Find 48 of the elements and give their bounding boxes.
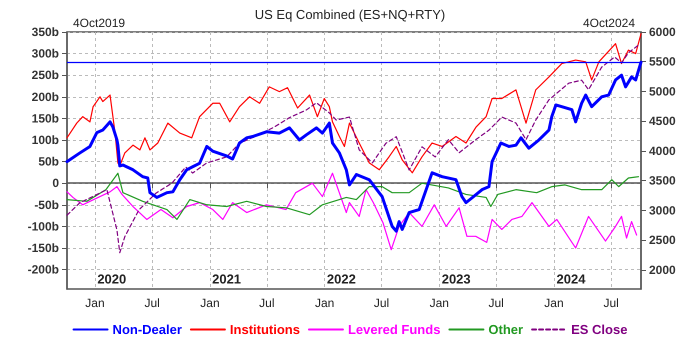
legend-label: Non-Dealer <box>112 322 182 337</box>
annotation: 2021 <box>212 272 242 286</box>
y-tick-label: -150b <box>28 240 59 255</box>
x-tick-label: Jul <box>374 296 390 310</box>
line-series <box>66 33 642 174</box>
y2-tick-label: 4500 <box>649 114 676 128</box>
legend-label: Levered Funds <box>348 322 440 337</box>
annotation: 2022 <box>326 272 356 286</box>
y2-tick-label: 2500 <box>649 233 676 248</box>
y-tick-label: 200b <box>32 90 59 104</box>
y2-tick-label: 3500 <box>649 174 676 188</box>
y2-tick-label: 4000 <box>649 144 676 158</box>
x-tick-label: Jul <box>259 296 274 310</box>
legend-label: Other <box>488 322 524 337</box>
y-tick-label: 100b <box>32 132 59 147</box>
y2-tick-label: 5500 <box>649 54 676 69</box>
line-series <box>66 44 640 254</box>
y-tick-label: -50b <box>34 198 59 212</box>
legend-label: ES Close <box>571 322 628 337</box>
x-tick-label: Jan <box>314 296 334 310</box>
y-tick-label: 150b <box>32 111 59 126</box>
x-tick-label: Jul <box>488 296 504 310</box>
x-tick-label: Jul <box>603 296 619 310</box>
y2-tick-label: 2000 <box>649 262 676 277</box>
text: 4Oct2019 <box>73 16 126 30</box>
y2-tick-label: 6000 <box>649 25 676 39</box>
line-series <box>66 172 640 220</box>
y-tick-label: -100b <box>28 219 59 234</box>
y-tick-label: -200b <box>28 262 59 277</box>
x-tick-label: Jan <box>200 296 220 310</box>
y2-tick-label: 3000 <box>649 203 676 218</box>
y-tick-label: 50b <box>38 154 59 169</box>
y2-tick-label: 5000 <box>649 84 676 98</box>
legend-label: Institutions <box>230 322 300 337</box>
x-tick-label: Jul <box>144 296 160 310</box>
y-tick-label: 300b <box>32 46 59 61</box>
line-series <box>66 172 638 250</box>
annotation: 2020 <box>97 272 126 286</box>
y-tick-label: 250b <box>32 68 59 82</box>
x-tick-label: Jan <box>430 296 449 310</box>
annotation: 2023 <box>442 272 471 286</box>
annotation: 2024 <box>556 272 586 286</box>
x-tick-label: Jan <box>544 296 564 310</box>
y-tick-label: 350b <box>32 25 59 39</box>
chart-title: US Eq Combined (ES+NQ+RTY) <box>254 7 446 22</box>
text: 4Oct2024 <box>582 16 636 30</box>
x-tick-label: Jan <box>85 296 105 310</box>
y-tick-label: 0 <box>52 176 60 190</box>
